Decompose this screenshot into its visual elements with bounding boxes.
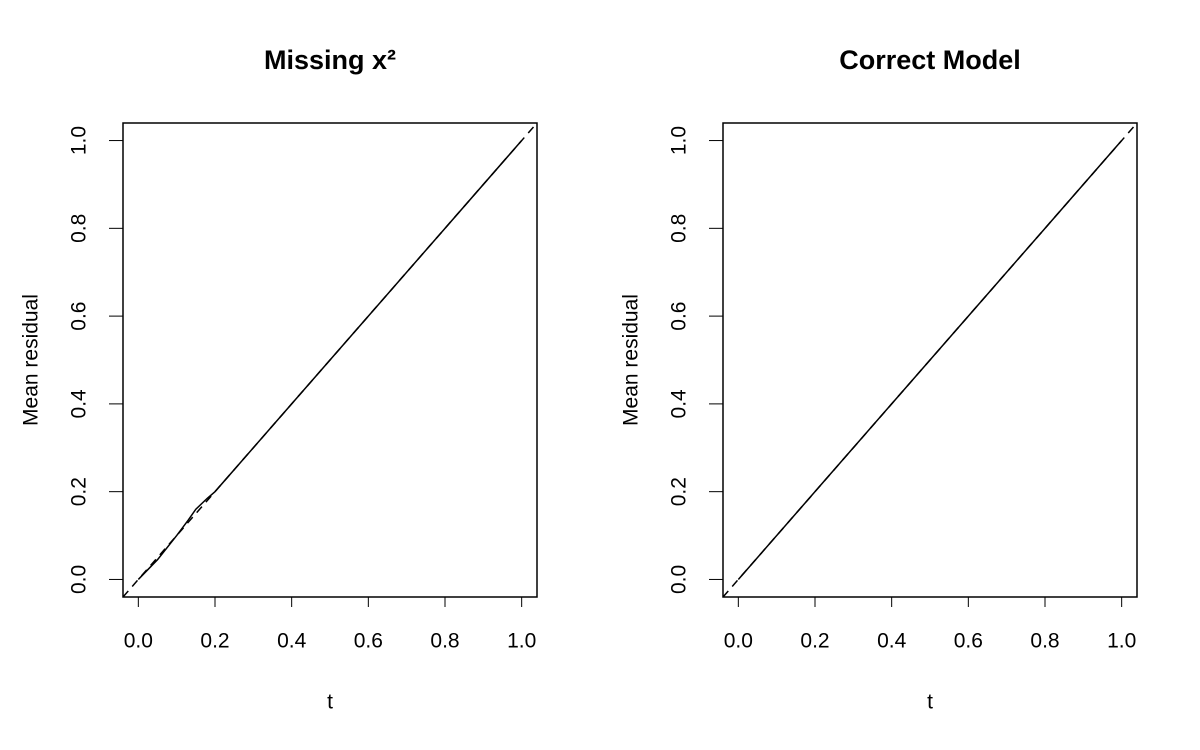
y-axis-label: Mean residual <box>620 294 643 426</box>
x-axis-label: t <box>927 691 933 714</box>
x-axis-label: t <box>327 691 333 714</box>
y-tick-label: 0.4 <box>668 389 691 419</box>
x-tick-label: 1.0 <box>1107 630 1136 653</box>
y-tick-label: 0.0 <box>68 565 91 594</box>
series-line <box>122 122 538 598</box>
x-tick-label: 1.0 <box>507 630 536 653</box>
y-axis-label: Mean residual <box>20 294 43 426</box>
x-tick-label: 0.2 <box>800 630 829 653</box>
x-tick-label: 0.4 <box>277 630 307 653</box>
y-tick-label: 1.0 <box>668 126 691 155</box>
x-tick-label: 0.8 <box>1030 630 1059 653</box>
y-tick-label: 0.8 <box>68 214 91 243</box>
x-tick-label: 0.0 <box>724 630 753 653</box>
x-tick-label: 0.4 <box>877 630 907 653</box>
y-tick-label: 0.6 <box>668 302 691 331</box>
x-tick-label: 0.8 <box>430 630 459 653</box>
y-tick-label: 1.0 <box>68 126 91 155</box>
y-tick-label: 0.2 <box>68 477 91 506</box>
y-tick-label: 0.8 <box>668 214 691 243</box>
x-tick-label: 0.6 <box>954 630 983 653</box>
x-tick-label: 0.6 <box>354 630 383 653</box>
y-tick-label: 0.2 <box>668 477 691 506</box>
chart-title: Missing x² <box>264 45 396 75</box>
x-tick-label: 0.2 <box>200 630 229 653</box>
y-tick-label: 0.0 <box>668 565 691 594</box>
y-tick-label: 0.4 <box>68 389 91 419</box>
x-tick-label: 0.0 <box>124 630 153 653</box>
y-tick-label: 0.6 <box>68 302 91 331</box>
chart-title: Correct Model <box>839 45 1021 75</box>
series-line <box>722 122 1138 598</box>
